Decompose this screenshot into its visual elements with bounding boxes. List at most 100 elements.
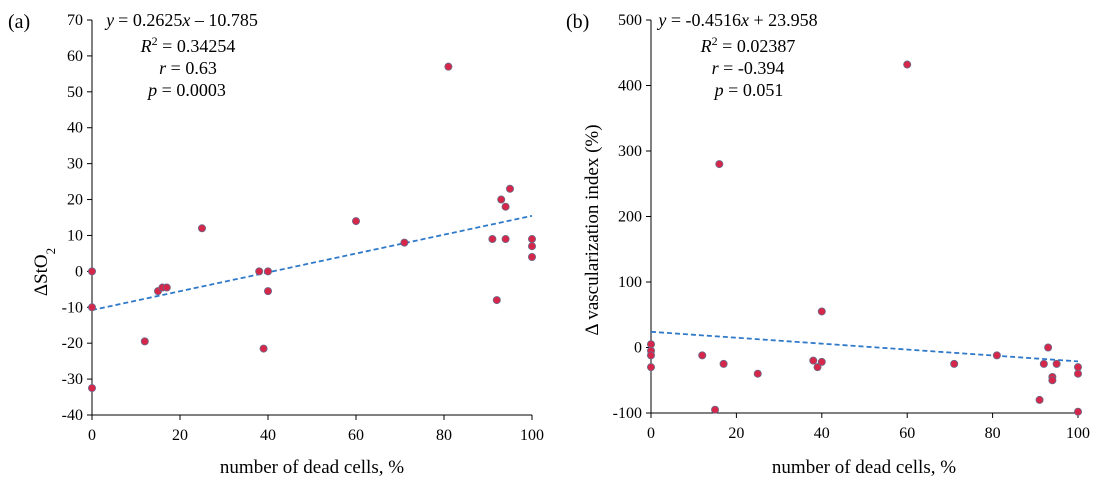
panel-a-y-tick-label: -20 [62, 335, 83, 352]
panel-b-data-point [1035, 395, 1044, 404]
panel-a-data-point [528, 242, 537, 251]
panel-b-data-point [1052, 359, 1061, 368]
panel-b-data-point [1074, 369, 1083, 378]
panel-a-data-point [88, 303, 97, 312]
panel-a-data-point [497, 195, 506, 204]
panel-b-y-tick-label: -100 [613, 405, 642, 422]
panel-a-data-point [259, 344, 268, 353]
panel-b-data-point [950, 359, 959, 368]
panel-b-y-tick-label: 0 [634, 340, 642, 357]
panel-a-x-tick-label: 0 [88, 427, 96, 444]
panel-a-data-point [505, 184, 514, 193]
panel-a-trendline [91, 214, 533, 311]
panel-a-x-tick-label: 80 [436, 427, 452, 444]
panel-b-data-point [817, 307, 826, 316]
panel-b-data-point [992, 351, 1001, 360]
panel-a-data-point [263, 267, 272, 276]
panel-a-y-tick-label: -30 [62, 371, 83, 388]
panel-b-label: (b) [566, 11, 589, 33]
panel-b-data-point [1039, 359, 1048, 368]
panel-b-y-tick-label: 200 [618, 209, 642, 226]
panel-b-x-axis-title: number of dead cells, % [772, 457, 956, 478]
panel-b-x-tick-label: 20 [728, 425, 744, 442]
panel-b-x-tick-label: 100 [1066, 425, 1090, 442]
panel-b-y-axis-title-main: Δ vascularization index (%) [582, 124, 603, 335]
panel-b-data-point [647, 363, 656, 372]
panel-b-p-value: p = 0.051 [713, 80, 784, 100]
panel-a-data-point [501, 202, 510, 211]
panel-a-y-axis-title-sub: 2 [43, 248, 58, 255]
panel-a-y-axis-title: ΔStO2 [31, 248, 58, 296]
panel-b-data-point [711, 405, 720, 414]
panel-b-data-point [753, 369, 762, 378]
panel-a-y-tick-label: 10 [67, 227, 83, 244]
panel-a-y-tick-label: 30 [67, 156, 83, 173]
panel-b-y-tick-label: 300 [618, 143, 642, 160]
panel-b-chart: (b) Δ vascularization index (%) number o… [566, 10, 1090, 478]
panel-a-x-tick-label: 40 [260, 427, 276, 444]
panel-b-trendline [650, 330, 1079, 363]
panel-a-label: (a) [8, 11, 30, 33]
panel-a-y-tick-label: 60 [67, 48, 83, 65]
panel-b-data-point [817, 357, 826, 366]
panel-b-regression-annotation: y = -0.4516x + 23.958 R2 = 0.02387 r = -… [656, 10, 817, 100]
panel-a-data-point [444, 62, 453, 71]
panel-b-data-point [719, 359, 728, 368]
panel-b-x-tick-label: 0 [647, 425, 655, 442]
panel-b-data-point [647, 340, 656, 349]
panel-b-data-point [715, 160, 724, 169]
panel-b-data-point [698, 351, 707, 360]
panel-a-data-point [140, 337, 149, 346]
panel-a-data-point [400, 238, 409, 247]
panel-b-r-value: r = -0.394 [712, 58, 785, 78]
panel-b-data-point [1044, 343, 1053, 352]
panel-b-x-tick-label: 40 [814, 425, 830, 442]
panel-b-equation: y = -0.4516x + 23.958 [656, 10, 817, 30]
panel-a-y-tick-label: 0 [75, 263, 83, 280]
panel-b-plot-area: -100 0 100 200 300 400 500 0 20 40 60 80 100 [613, 12, 1090, 442]
panel-a-data-point [492, 296, 501, 305]
panel-a-data-point [501, 235, 510, 244]
panel-a-plot-area: -40 -30 -20 -10 0 10 20 30 40 50 60 70 0 20 40 60 80 100 [62, 12, 544, 444]
panel-a-data-point [88, 267, 97, 276]
panel-a-regression-annotation: y = 0.2625x – 10.785 R2 = 0.34254 r = 0.6… [104, 10, 258, 100]
panel-b-data-point [647, 351, 656, 360]
panel-a-chart: (a) ΔStO2 number of dead cells, % y = 0.2… [8, 10, 544, 478]
panel-a-data-point [197, 224, 206, 233]
panel-b-data-point [813, 363, 822, 372]
panel-a-data-point [263, 287, 272, 296]
panel-a-data-point [255, 267, 264, 276]
panel-a-r-squared: R2 = 0.34254 [140, 34, 236, 56]
panel-a-y-tick-label: 70 [67, 12, 83, 29]
panel-a-y-tick-label: 20 [67, 192, 83, 209]
panel-a-y-tick-label: -40 [62, 407, 83, 424]
panel-b-y-tick-label: 400 [618, 78, 642, 95]
panel-a-data-point [528, 235, 537, 244]
panel-a-data-point [162, 283, 171, 292]
panel-a-data-point [488, 235, 497, 244]
panel-a-x-axis-title: number of dead cells, % [220, 457, 404, 478]
panel-b-data-point [1074, 407, 1083, 416]
panel-b-r-squared: R2 = 0.02387 [700, 34, 796, 56]
panel-b-x-tick-label: 80 [985, 425, 1001, 442]
panel-a-data-point [351, 217, 360, 226]
panel-b-data-point [1074, 363, 1083, 372]
panel-b-data-point [903, 60, 912, 69]
panel-a-x-tick-label: 100 [520, 427, 544, 444]
panel-b-x-tick-label: 60 [899, 425, 915, 442]
panel-b-data-point [809, 356, 818, 365]
panel-a-y-axis-title-main: ΔStO [31, 254, 52, 296]
panel-a-p-value: p = 0.0003 [146, 80, 226, 100]
panel-a-y-tick-label: 50 [67, 84, 83, 101]
panel-a-r-value: r = 0.63 [159, 58, 217, 78]
panel-a-data-point [528, 252, 537, 261]
panel-a-x-tick-label: 60 [348, 427, 364, 444]
panel-a-x-tick-label: 20 [172, 427, 188, 444]
panel-b-y-tick-label: 500 [618, 12, 642, 29]
panel-b-data-point [1048, 376, 1057, 385]
panel-a-data-point [88, 384, 97, 393]
panel-b-y-tick-label: 100 [618, 274, 642, 291]
panel-b-y-axis-title: Δ vascularization index (%) [582, 124, 603, 335]
panel-a-equation: y = 0.2625x – 10.785 [104, 10, 258, 30]
